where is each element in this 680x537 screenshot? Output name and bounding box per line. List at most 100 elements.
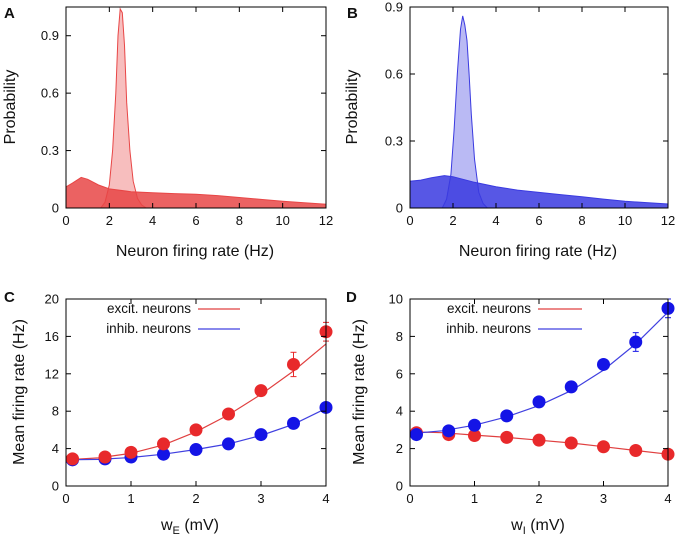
y-tick-label: 0 [52,479,59,494]
x-tick-label: 2 [192,491,199,506]
plot-area [65,7,327,209]
x-axis-label: Neuron firing rate (Hz) [116,243,274,260]
panel-b: B Probability Neuron firing rate (Hz) 0 2… [344,0,675,260]
x-tick-label: 0 [62,491,69,506]
y-tick-label: 0.9 [41,28,59,43]
y-tick-label: 2 [396,441,403,456]
distribution-broad [409,175,669,209]
data-point-excitatory [254,384,268,398]
plot-area [409,15,669,209]
data-point-inhibitory [409,428,423,442]
distribution-broad [65,176,327,209]
x-tick-label: 12 [661,213,675,228]
x-tick-label: 4 [322,491,329,506]
panel-letter-a: A [4,5,15,22]
panel-d: D Mean firing rate (Hz) wI (mV) excit. n… [346,289,675,537]
y-tick-label: 6 [396,366,403,381]
data-point-inhibitory [287,416,300,430]
x-axis-label-subscript: I [523,525,526,537]
y-tick-label: 0.9 [385,0,403,15]
x-tick-label: 10 [275,213,289,228]
x-tick-label: 3 [600,491,607,506]
x-axis-label-symbol: w [510,517,523,534]
x-axis-label-symbol: w [160,517,173,534]
x-tick-label: 3 [257,491,264,506]
data-point-excitatory [189,423,203,437]
x-tick-label: 8 [578,213,585,228]
y-tick-label: 8 [396,329,403,344]
y-tick-label: 0 [52,201,59,216]
data-point-inhibitory [157,447,170,461]
x-axis-label: wE (mV) [160,517,219,537]
y-tick-label: 0.3 [385,134,403,149]
y-tick-label: 4 [396,404,403,419]
x-axis-label-subscript: E [173,525,180,537]
data-point-inhibitory [532,395,546,409]
x-tick-label: 1 [127,491,134,506]
y-tick-label: 0 [396,479,403,494]
plot-area [409,298,675,461]
data-point-inhibitory [629,335,643,349]
y-tick-label: 16 [45,329,59,344]
y-axis-label: Probability [344,70,361,145]
x-tick-label: 10 [618,213,632,228]
x-axis-label: Neuron firing rate (Hz) [459,243,617,260]
panel-c: C Mean firing rate (Hz) wE (mV) excit. n… [4,289,333,537]
x-tick-label: 6 [192,213,199,228]
data-point-excitatory [287,357,300,371]
x-tick-label: 2 [106,213,113,228]
y-tick-label: 8 [52,404,59,419]
x-axis-label-unit: (mV) [180,517,219,534]
x-tick-label: 6 [535,213,542,228]
x-tick-label: 2 [535,491,542,506]
plot-area [65,321,333,467]
data-point-inhibitory [468,418,481,432]
x-tick-label: 4 [492,213,499,228]
panel-letter-c: C [4,289,15,306]
data-point-excitatory [222,407,235,421]
x-tick-label: 0 [62,213,69,228]
data-point-excitatory [629,443,643,457]
data-point-excitatory [500,430,514,444]
legend-label-excitatory: excit. neurons [447,301,531,316]
x-tick-label: 4 [149,213,156,228]
x-tick-label: 0 [406,491,413,506]
data-point-excitatory [532,433,546,447]
x-tick-label: 8 [236,213,243,228]
x-axis-label-unit: (mV) [526,517,565,534]
x-axis-label: wI (mV) [510,517,565,537]
panel-letter-d: D [346,289,357,306]
data-point-inhibitory [189,443,203,457]
x-tick-label: 12 [319,213,333,228]
legend-label-inhibitory: inhib. neurons [446,321,531,336]
data-point-excitatory [468,429,481,443]
legend-label-inhibitory: inhib. neurons [106,321,191,336]
y-tick-label: 0.3 [41,143,59,158]
legend: excit. neurons inhib. neurons [106,301,240,336]
distribution-narrow [100,7,148,209]
data-point-inhibitory [597,357,610,371]
data-point-excitatory [66,452,79,466]
data-point-inhibitory [222,437,235,451]
y-tick-label: 4 [52,441,59,456]
plot-frame [65,6,327,209]
y-tick-label: 12 [45,366,59,381]
legend-label-excitatory: excit. neurons [107,301,191,316]
x-tick-label: 1 [471,491,478,506]
y-tick-label: 20 [45,292,59,307]
y-axis-label: Mean firing rate (Hz) [351,319,368,465]
legend: excit. neurons inhib. neurons [446,301,582,336]
y-axis-label: Mean firing rate (Hz) [11,319,28,465]
fit-line-excitatory [65,343,327,461]
data-point-inhibitory [564,380,578,394]
panel-a: A Probability Neuron firing rate (Hz) 0 2… [2,5,333,260]
distribution-narrow [441,15,489,209]
panel-letter-b: B [347,5,358,22]
data-point-excitatory [597,440,610,454]
x-tick-label: 2 [449,213,456,228]
y-axis-label: Probability [2,70,19,145]
data-point-inhibitory [254,428,268,442]
y-tick-label: 0.6 [41,86,59,101]
data-point-inhibitory [442,424,456,438]
